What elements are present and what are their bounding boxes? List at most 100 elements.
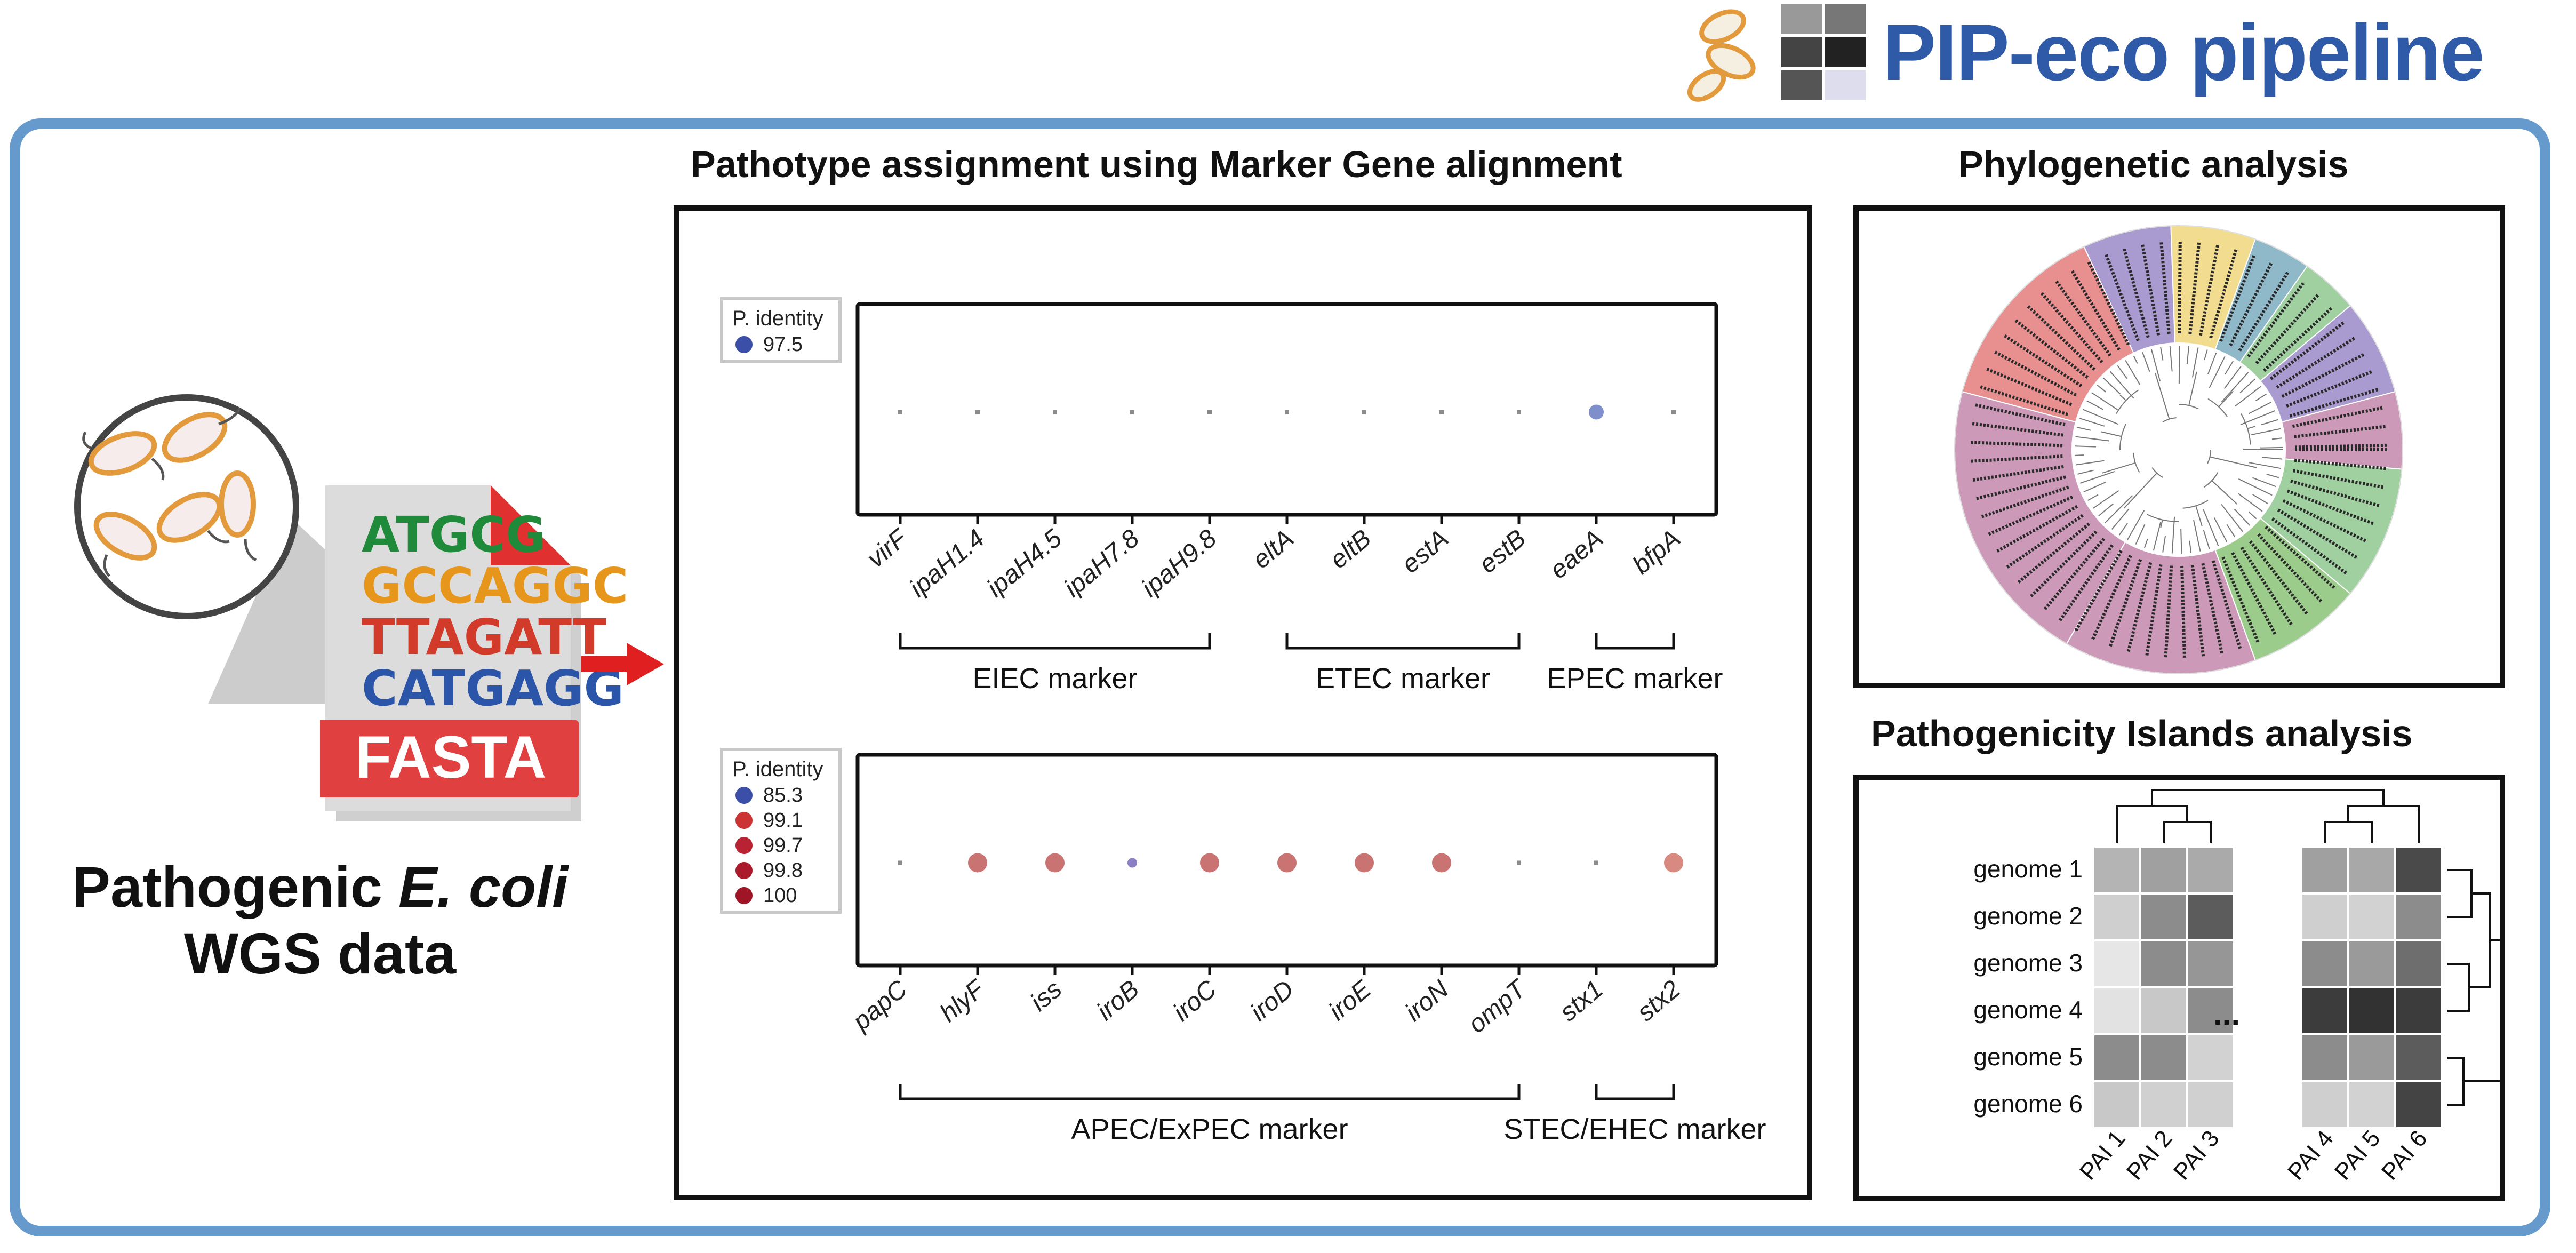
pai-panel: genome 1 genome 2 genome 3 genome 4 genome 5…	[1853, 775, 2510, 1201]
dna-line-2: GCCAGGC	[362, 557, 629, 614]
fasta-file-icon	[317, 475, 587, 827]
leaf-label	[2198, 245, 2220, 336]
leaf-label	[2249, 540, 2308, 615]
tree-node	[2162, 417, 2177, 422]
tree-branch	[2082, 409, 2118, 425]
gene-label-virF: virF	[862, 523, 914, 573]
tree-node	[2119, 424, 2127, 450]
leaf-label	[2190, 565, 2205, 657]
pai-panel-title: Pathogenicity Islands analysis	[1871, 713, 2413, 754]
leaf-label	[2044, 538, 2106, 610]
column-dendrogram	[2324, 821, 2373, 843]
ellipsis: ...	[2213, 996, 2240, 1032]
left-cell	[2139, 845, 2188, 895]
tree-branch	[2169, 346, 2173, 372]
tree-branch	[2142, 352, 2150, 372]
group-bracket	[899, 1084, 1521, 1100]
leaf-label	[2014, 319, 2089, 379]
leaf-label	[2074, 550, 2123, 632]
tree-branch	[2189, 540, 2192, 553]
tree-branch	[2207, 352, 2217, 374]
tree-node	[2178, 404, 2199, 410]
right-cell	[2394, 1033, 2443, 1082]
leaf-label	[2294, 443, 2387, 449]
gene-label-eltB: eltB	[1325, 524, 1377, 574]
point-hlyF	[968, 853, 987, 873]
row-dendrogram	[2447, 869, 2473, 918]
leaf-label	[2238, 272, 2289, 352]
tree-branch	[2086, 400, 2104, 410]
leaf-label	[2255, 294, 2319, 365]
leaf-label	[1975, 403, 2066, 427]
gene-label-ompT: ompT	[1463, 973, 1533, 1039]
tree-branch	[2077, 427, 2091, 431]
tree-branch	[2261, 419, 2278, 426]
leaf-label	[2229, 262, 2273, 347]
gene-label-estA: estA	[1396, 524, 1454, 579]
row-dendrogram	[2447, 1057, 2465, 1106]
tree-node	[2182, 500, 2209, 509]
leaf-label	[2231, 552, 2277, 635]
leaf-label	[2221, 556, 2260, 643]
left-cell	[2186, 986, 2235, 1035]
tree-node	[2116, 389, 2139, 414]
gene-label-stx1: stx1	[1555, 975, 1609, 1027]
leaf-label	[2145, 564, 2163, 656]
tree-branch	[2238, 493, 2263, 512]
leaf-label	[2201, 563, 2224, 654]
point-eltB	[1362, 410, 1366, 414]
bacteria-magnifier	[53, 384, 331, 875]
pai-column-label: PAI 3	[2169, 1126, 2225, 1185]
genome-label: genome 2	[1973, 902, 2083, 930]
gene-label-iroC: iroC	[1168, 975, 1222, 1027]
tree-node	[2241, 413, 2251, 445]
group-label: EIEC marker	[972, 663, 1137, 695]
caption-species: E. coli	[398, 855, 569, 919]
group-bracket	[899, 633, 1211, 650]
tree-branch	[2125, 360, 2141, 385]
tree-node	[2203, 472, 2219, 488]
leaf-label	[2292, 469, 2384, 489]
gene-label-eaeA: eaeA	[1545, 524, 1609, 585]
right-cell	[2300, 845, 2349, 895]
left-cell	[2186, 939, 2235, 988]
left-cell	[2139, 939, 2188, 988]
tree-branch	[2083, 482, 2106, 493]
leaf-label	[2105, 254, 2140, 341]
tree-outline	[1954, 225, 2403, 674]
left-cell	[2139, 1033, 2188, 1082]
leaf-label	[2286, 370, 2372, 408]
tree-branch	[2075, 454, 2084, 456]
tree-branch	[2247, 426, 2255, 429]
fasta-label: FASTA	[355, 724, 547, 791]
bottom-legend-label: 99.7	[763, 834, 803, 857]
leaf-label	[2055, 280, 2112, 357]
gene-label-estB: estB	[1474, 524, 1531, 579]
marker-panel-title: Pathotype assignment using Marker Gene a…	[691, 143, 1622, 185]
left-cell	[2092, 939, 2141, 988]
leaf-label	[2004, 334, 2083, 388]
leaf-label	[1996, 505, 2078, 553]
tree-branch	[2203, 530, 2210, 549]
tree-branch	[2209, 356, 2226, 388]
bottom-legend-box	[720, 748, 842, 914]
tree-branch	[2226, 524, 2236, 538]
pai-column-label: PAI 4	[2283, 1126, 2339, 1185]
leaf-label	[2286, 489, 2374, 525]
leaf-label	[2122, 248, 2150, 338]
leaf-label	[2247, 282, 2305, 358]
group-bracket	[1595, 633, 1675, 650]
left-cell	[2092, 892, 2141, 941]
point-papC	[898, 860, 902, 865]
bottom-legend-dot	[735, 812, 753, 829]
left-cell	[2092, 845, 2141, 895]
left-cell	[2139, 1080, 2188, 1129]
tree-branch	[2135, 524, 2146, 545]
tree-branch	[2251, 428, 2281, 436]
left-cell	[2139, 892, 2188, 941]
tree-branch	[2234, 508, 2251, 526]
tree-branch	[2162, 535, 2166, 553]
pai-column-label: PAI 2	[2122, 1126, 2178, 1185]
tree-branch	[2249, 462, 2281, 469]
leaf-label	[2070, 270, 2121, 351]
